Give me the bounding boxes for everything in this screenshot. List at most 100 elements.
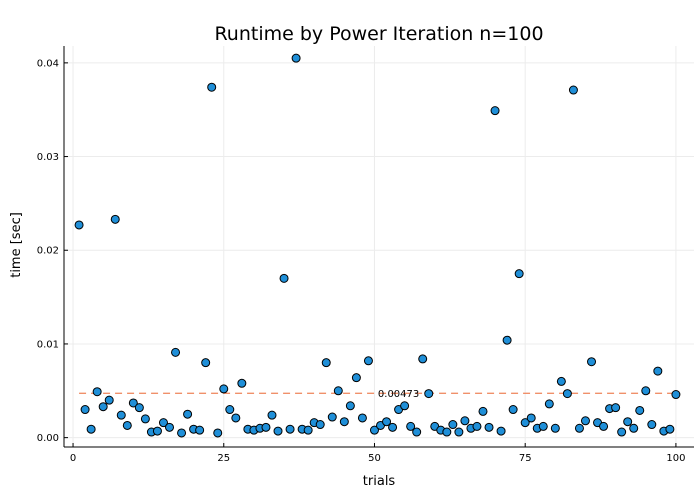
data-point: [424, 389, 434, 399]
data-point: [267, 410, 277, 420]
data-point: [580, 416, 590, 426]
data-point: [165, 422, 175, 432]
x-tick-label: 75: [519, 453, 532, 464]
data-point: [321, 358, 331, 368]
data-point: [98, 402, 108, 412]
data-point: [110, 214, 120, 224]
data-point: [237, 378, 247, 388]
data-point: [556, 376, 566, 386]
data-point: [171, 347, 181, 357]
x-tick-label: 25: [217, 453, 230, 464]
mean-layer: 0.00473: [79, 389, 676, 400]
data-point: [327, 412, 337, 422]
data-point: [92, 387, 102, 397]
data-point: [442, 427, 452, 437]
data-point: [544, 399, 554, 409]
data-point: [418, 354, 428, 364]
data-point: [104, 395, 114, 405]
data-point: [400, 401, 410, 411]
data-point: [183, 409, 193, 419]
data-point: [207, 82, 217, 92]
x-axis-label: trials: [363, 474, 396, 489]
data-point: [345, 401, 355, 411]
data-point: [514, 269, 524, 279]
data-point: [177, 428, 187, 438]
data-point: [291, 53, 301, 63]
data-point: [472, 421, 482, 431]
data-point: [502, 335, 512, 345]
y-tick-label: 0.04: [37, 58, 59, 69]
data-point: [508, 405, 518, 415]
data-point: [225, 405, 235, 415]
chart-title: Runtime by Power Iteration n=100: [214, 23, 543, 45]
data-point: [140, 414, 150, 424]
data-point: [599, 421, 609, 431]
data-point: [490, 106, 500, 116]
data-point: [219, 384, 229, 394]
x-tick-label: 50: [368, 453, 381, 464]
data-point: [158, 418, 168, 428]
data-point: [538, 421, 548, 431]
data-point: [496, 426, 506, 436]
data-point: [412, 427, 422, 437]
data-point: [74, 220, 84, 230]
mean-value-label: 0.00473: [378, 389, 419, 400]
data-point: [587, 357, 597, 367]
data-point: [562, 389, 572, 399]
data-point: [520, 418, 530, 428]
data-point: [285, 424, 295, 434]
y-tick-label: 0.01: [37, 339, 59, 350]
points-layer: [74, 53, 681, 438]
data-point: [382, 417, 392, 427]
x-tick-label: 100: [666, 453, 685, 464]
data-point: [80, 405, 90, 415]
x-tick-label: 0: [70, 453, 76, 464]
data-point: [369, 425, 379, 435]
data-point: [116, 410, 126, 420]
data-point: [315, 420, 325, 430]
data-point: [351, 373, 361, 383]
y-tick-label: 0.03: [37, 152, 59, 163]
data-point: [406, 421, 416, 431]
data-point: [363, 356, 373, 366]
data-point: [665, 424, 675, 434]
data-point: [460, 416, 470, 426]
data-point: [484, 422, 494, 432]
data-point: [86, 424, 96, 434]
data-point: [279, 273, 289, 283]
data-point: [448, 420, 458, 430]
data-point: [357, 413, 367, 423]
data-point: [134, 403, 144, 413]
y-tick-label: 0.00: [37, 433, 59, 444]
data-point: [641, 386, 651, 396]
ticks-layer: 0 25 50 75 100 0.00 0.01 0.02 0.03 0.04: [37, 58, 686, 464]
data-point: [568, 85, 578, 95]
data-point: [303, 425, 313, 435]
y-axis-label: time [sec]: [9, 212, 24, 278]
data-point: [478, 406, 488, 416]
grid-layer: [64, 46, 694, 447]
data-point: [261, 422, 271, 432]
data-point: [526, 413, 536, 423]
data-point: [122, 420, 132, 430]
data-point: [635, 405, 645, 415]
data-point: [574, 423, 584, 433]
axes-layer: [63, 46, 694, 448]
data-point: [152, 426, 162, 436]
data-point: [339, 417, 349, 427]
data-point: [388, 422, 398, 432]
data-point: [201, 358, 211, 368]
data-point: [611, 403, 621, 413]
data-point: [128, 398, 138, 408]
data-point: [629, 423, 639, 433]
data-point: [653, 366, 663, 376]
data-point: [333, 386, 343, 396]
data-point: [454, 427, 464, 437]
data-point: [617, 427, 627, 437]
data-point: [231, 413, 241, 423]
data-point: [273, 426, 283, 436]
data-point: [213, 428, 223, 438]
data-point: [647, 420, 657, 430]
